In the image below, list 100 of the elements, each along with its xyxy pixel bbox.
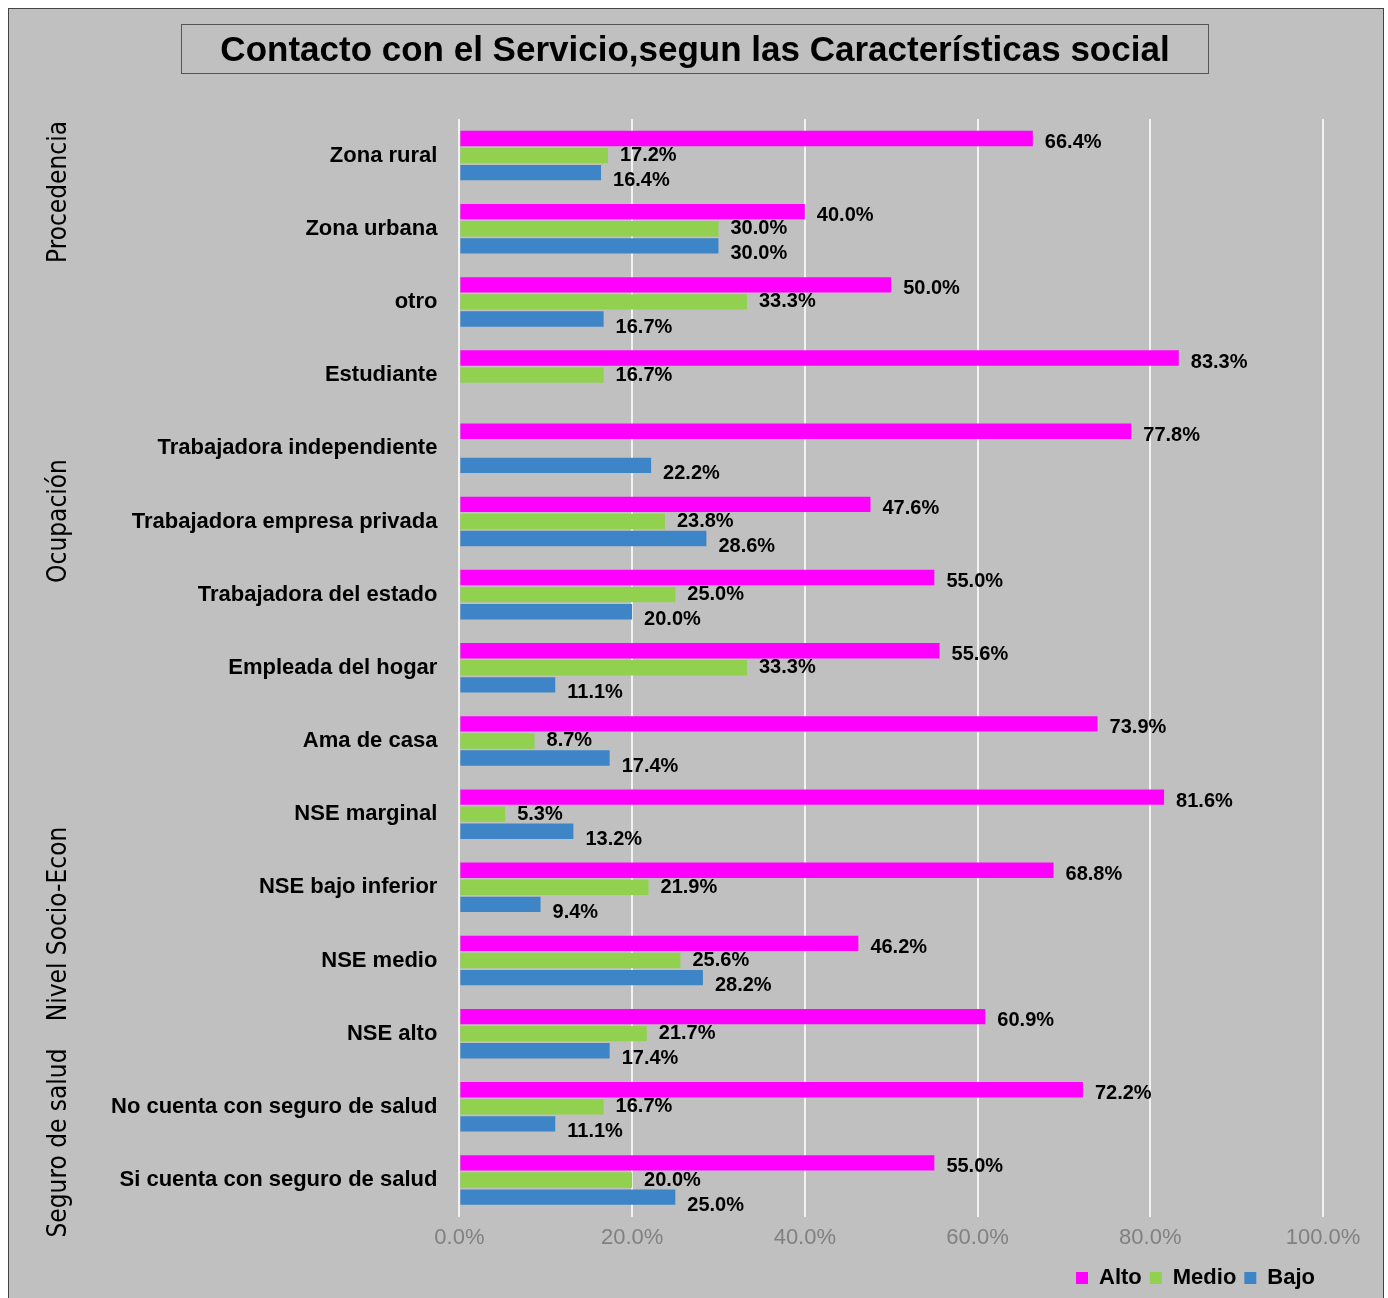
bar (460, 896, 541, 913)
bar (460, 130, 1033, 147)
legend-label: Medio (1172, 1264, 1237, 1290)
data-label: 28.6% (718, 534, 776, 557)
bar (460, 350, 1179, 366)
data-label: 16.4% (613, 168, 670, 191)
bar (460, 1172, 633, 1188)
bar (460, 221, 719, 237)
bar (460, 677, 556, 693)
data-label: 68.8% (1065, 861, 1123, 884)
y-tick-label: NSE alto (346, 1019, 438, 1045)
x-tick-label: 40.0% (773, 1223, 837, 1249)
data-label: 40.0% (816, 203, 874, 226)
bar (460, 423, 1132, 439)
y-tick-label: NSE marginal (294, 800, 438, 826)
data-label: 77.8% (1143, 422, 1201, 445)
data-label: 16.7% (615, 362, 673, 385)
data-label: 66.4% (1044, 130, 1102, 153)
data-label: 83.3% (1190, 349, 1248, 372)
data-label: 30.0% (730, 216, 788, 239)
data-label: 21.7% (658, 1021, 716, 1044)
bar (460, 862, 1054, 878)
bar (460, 586, 676, 603)
data-label: 55.0% (946, 569, 1004, 592)
bar (460, 496, 871, 513)
data-label: 17.2% (619, 143, 677, 166)
data-label: 5.3% (517, 801, 563, 824)
bar (460, 1189, 676, 1205)
data-label: 25.6% (692, 948, 750, 971)
data-label: 47.6% (882, 495, 940, 518)
data-label: 81.6% (1176, 788, 1234, 811)
bar (460, 604, 633, 620)
data-label: 73.9% (1109, 715, 1167, 738)
bar (460, 1043, 610, 1059)
bar (460, 1082, 1083, 1098)
bar (460, 716, 1098, 732)
data-label: 55.0% (946, 1154, 1004, 1177)
y-tick-label: Empleada del hogar (228, 653, 438, 679)
data-label: 20.0% (644, 607, 702, 630)
bar (460, 1155, 935, 1171)
bar (460, 806, 506, 822)
x-tick-label: 60.0% (946, 1223, 1009, 1249)
y-tick-label: NSE bajo inferior (258, 873, 438, 899)
bar (460, 969, 703, 986)
y-tick-label: Estudiante (324, 361, 438, 387)
bar (460, 238, 719, 254)
bar (460, 311, 604, 327)
data-label: 16.7% (615, 314, 673, 337)
data-label: 17.4% (621, 1046, 679, 1069)
legend-label: Alto (1099, 1264, 1142, 1290)
data-label: 8.7% (546, 728, 593, 751)
data-label: 23.8% (676, 508, 734, 531)
text: Seguro de salud (42, 1048, 72, 1238)
data-label: 22.2% (663, 460, 721, 483)
data-label: 11.1% (567, 1119, 624, 1142)
bar (460, 935, 859, 952)
y-tick-label: Trabajadora empresa privada (131, 507, 439, 533)
y-tick-label: Trabajadora del estado (197, 580, 438, 606)
chart-title: Contacto con el Servicio,segun las Características social (181, 24, 1209, 74)
bar (460, 952, 681, 969)
bar (460, 1025, 647, 1042)
x-tick-label: 80.0% (1119, 1223, 1182, 1249)
y-tick-label: Trabajadora independiente (157, 434, 438, 460)
bar (460, 750, 610, 766)
y-tick-label: Zona urbana (305, 214, 439, 240)
data-label: 17.4% (621, 753, 679, 776)
bar (460, 277, 892, 293)
x-tick-label: 100.0% (1285, 1223, 1361, 1249)
bar (460, 733, 535, 749)
data-label: 60.9% (997, 1008, 1055, 1031)
data-label: 21.9% (660, 874, 718, 897)
bar (460, 367, 604, 383)
bar (460, 530, 707, 547)
y-tick-label: otro (394, 288, 438, 313)
data-label: 28.2% (714, 973, 772, 996)
legend-label: Bajo (1267, 1264, 1316, 1290)
y-tick-label: Zona rural (329, 141, 438, 167)
bar (460, 643, 940, 659)
bar (460, 660, 747, 676)
bar (460, 1099, 604, 1115)
bar (460, 789, 1165, 805)
data-label: 72.2% (1094, 1081, 1152, 1104)
data-label: 33.3% (758, 289, 816, 312)
bar (460, 164, 602, 181)
y-tick-label: No cuenta con seguro de salud (111, 1092, 438, 1118)
data-label: 11.1% (567, 680, 624, 703)
data-label: 25.0% (687, 1192, 745, 1215)
data-label: 33.3% (758, 655, 816, 678)
data-label: 9.4% (552, 899, 599, 922)
data-label: 55.6% (951, 642, 1009, 665)
text: Ocupación (42, 459, 72, 584)
data-label: 16.7% (615, 1094, 673, 1117)
bar (460, 513, 665, 530)
data-label: 13.2% (585, 826, 643, 849)
data-label: 30.0% (730, 241, 788, 264)
y-tick-label: Si cuenta con seguro de salud (119, 1166, 438, 1192)
data-label: 25.0% (687, 582, 745, 605)
text: Nivel Socio-Econ (42, 826, 72, 1022)
bar (460, 204, 805, 220)
bar (460, 1116, 556, 1132)
